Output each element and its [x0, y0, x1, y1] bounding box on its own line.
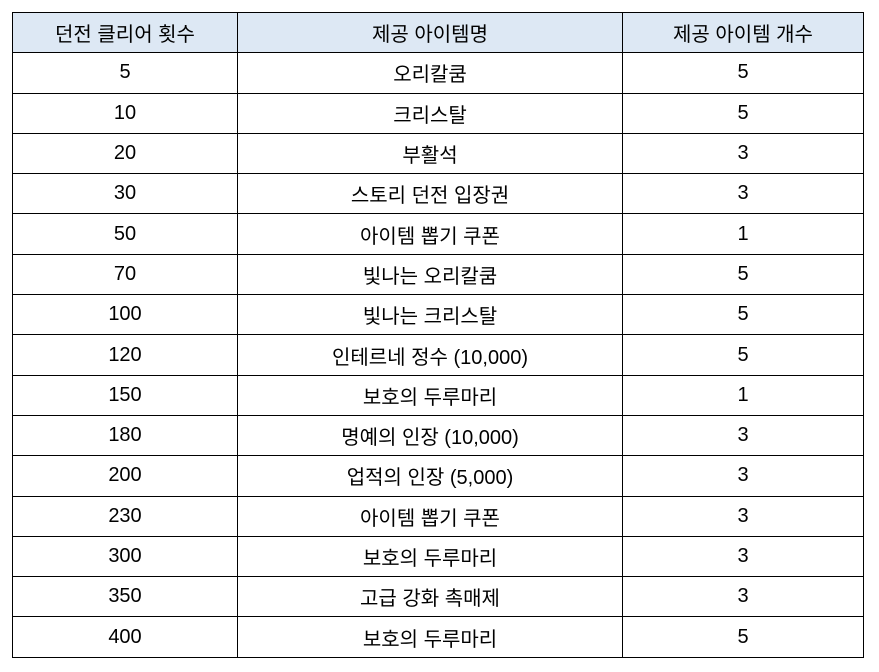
item-name-cell: 스토리 던전 입장권	[237, 173, 623, 215]
item-count-cell: 5	[622, 294, 864, 336]
table-row: 10 크리스탈 5	[12, 92, 864, 134]
table-row: 30 스토리 던전 입장권 3	[12, 173, 864, 215]
table-row: 400 보호의 두루마리 5	[12, 616, 864, 658]
header-clear-count: 던전 클리어 횟수	[12, 11, 238, 54]
item-name-cell: 빛나는 오리칼쿰	[237, 253, 623, 296]
item-name-cell: 명예의 인장 (10,000)	[237, 414, 623, 457]
clear-count-cell: 120	[12, 334, 238, 376]
item-count-cell: 5	[622, 52, 864, 94]
item-count-cell: 5	[622, 92, 864, 134]
item-name-cell: 아이템 뽑기 쿠폰	[237, 213, 623, 255]
item-count-cell: 3	[622, 414, 864, 457]
table-row: 200 업적의 인장 (5,000) 3	[12, 455, 864, 497]
item-count-cell: 3	[622, 455, 864, 497]
table-row: 100 빛나는 크리스탈 5	[12, 294, 864, 336]
item-name-cell: 빛나는 크리스탈	[237, 294, 623, 336]
table-row: 50 아이템 뽑기 쿠폰 1	[12, 213, 864, 255]
item-count-cell: 1	[622, 213, 864, 255]
header-row: 던전 클리어 횟수 제공 아이템명 제공 아이템 개수	[12, 11, 864, 54]
item-count-cell: 3	[622, 173, 864, 215]
clear-count-cell: 350	[12, 576, 238, 618]
item-name-cell: 인테르네 정수 (10,000)	[237, 334, 623, 376]
table-row: 300 보호의 두루마리 3	[12, 535, 864, 578]
header-item-name: 제공 아이템명	[237, 11, 623, 54]
item-count-cell: 3	[622, 495, 864, 537]
item-name-cell: 보호의 두루마리	[237, 374, 623, 416]
header-item-count: 제공 아이템 개수	[622, 11, 864, 54]
clear-count-cell: 150	[12, 374, 238, 416]
clear-count-cell: 180	[12, 414, 238, 457]
item-name-cell: 부활석	[237, 132, 623, 175]
clear-count-cell: 230	[12, 495, 238, 537]
item-count-cell: 5	[622, 334, 864, 376]
table-row: 180 명예의 인장 (10,000) 3	[12, 414, 864, 457]
table-row: 70 빛나는 오리칼쿰 5	[12, 253, 864, 296]
item-name-cell: 보호의 두루마리	[237, 616, 623, 658]
clear-count-cell: 5	[12, 52, 238, 94]
item-name-cell: 크리스탈	[237, 92, 623, 134]
item-count-cell: 5	[622, 253, 864, 296]
item-count-cell: 5	[622, 616, 864, 658]
item-name-cell: 오리칼쿰	[237, 52, 623, 94]
clear-count-cell: 30	[12, 173, 238, 215]
table-row: 5 오리칼쿰 5	[12, 52, 864, 94]
table-row: 20 부활석 3	[12, 132, 864, 175]
item-name-cell: 고급 강화 촉매제	[237, 576, 623, 618]
item-count-cell: 3	[622, 132, 864, 175]
clear-count-cell: 50	[12, 213, 238, 255]
clear-count-cell: 400	[12, 616, 238, 658]
table-row: 230 아이템 뽑기 쿠폰 3	[12, 495, 864, 537]
item-name-cell: 보호의 두루마리	[237, 535, 623, 578]
clear-count-cell: 100	[12, 294, 238, 336]
clear-count-cell: 10	[12, 92, 238, 134]
table-row: 120 인테르네 정수 (10,000) 5	[12, 334, 864, 376]
table-row: 150 보호의 두루마리 1	[12, 374, 864, 416]
item-count-cell: 1	[622, 374, 864, 416]
item-count-cell: 3	[622, 535, 864, 578]
clear-count-cell: 70	[12, 253, 238, 296]
item-count-cell: 3	[622, 576, 864, 618]
reward-table: 던전 클리어 횟수 제공 아이템명 제공 아이템 개수 5 오리칼쿰 5 10 크리스탈…	[12, 11, 864, 658]
clear-count-cell: 200	[12, 455, 238, 497]
table-row: 350 고급 강화 촉매제 3	[12, 576, 864, 618]
item-name-cell: 업적의 인장 (5,000)	[237, 455, 623, 497]
clear-count-cell: 300	[12, 535, 238, 578]
item-name-cell: 아이템 뽑기 쿠폰	[237, 495, 623, 537]
clear-count-cell: 20	[12, 132, 238, 175]
